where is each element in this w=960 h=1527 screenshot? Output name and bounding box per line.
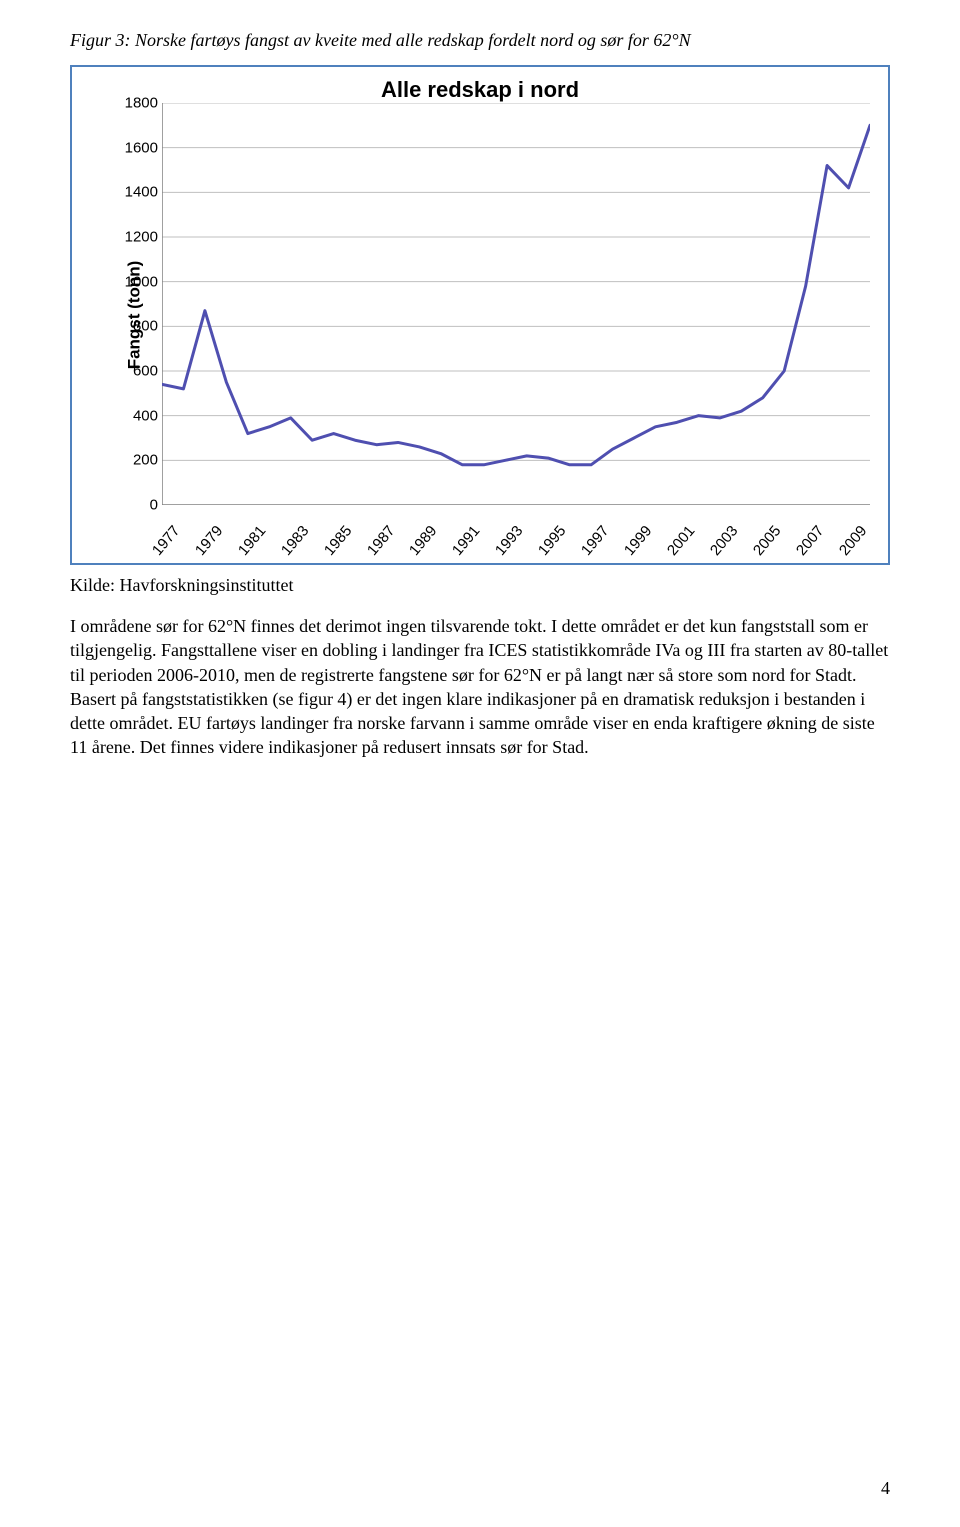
x-tick-label: 2001 <box>664 523 698 559</box>
y-tick-label: 800 <box>116 318 158 335</box>
chart-frame: Alle redskap i nord Fangst (tonn) 020040… <box>70 65 890 565</box>
x-tick-label: 1985 <box>321 523 355 559</box>
x-tick-label: 1995 <box>535 523 569 559</box>
chart-title: Alle redskap i nord <box>84 77 876 103</box>
y-tick-label: 1400 <box>116 184 158 201</box>
x-tick-label: 1991 <box>449 523 483 559</box>
x-tick-label: 1993 <box>492 523 526 559</box>
x-tick-label: 2005 <box>750 523 784 559</box>
y-tick-label: 1600 <box>116 139 158 156</box>
x-tick-label: 1999 <box>621 523 655 559</box>
x-tick-label: 2007 <box>793 523 827 559</box>
x-ticks: 1977197919811983198519871989199119931995… <box>162 509 870 559</box>
chart-svg <box>162 103 870 505</box>
x-tick-label: 2009 <box>836 523 870 559</box>
figure-caption: Figur 3: Norske fartøys fangst av kveite… <box>70 30 890 51</box>
y-ticks: 020040060080010001200140016001800 <box>116 103 158 505</box>
y-tick-label: 0 <box>116 497 158 514</box>
y-tick-label: 1800 <box>116 95 158 112</box>
source-name: Havforskningsinstituttet <box>120 575 294 595</box>
page: Figur 3: Norske fartøys fangst av kveite… <box>0 0 960 1527</box>
x-tick-label: 1977 <box>149 523 183 559</box>
x-tick-label: 1981 <box>235 523 269 559</box>
y-tick-label: 600 <box>116 362 158 379</box>
x-tick-label: 2003 <box>707 523 741 559</box>
y-tick-label: 1200 <box>116 228 158 245</box>
y-tick-label: 200 <box>116 452 158 469</box>
page-number: 4 <box>881 1478 890 1499</box>
x-tick-label: 1987 <box>364 523 398 559</box>
y-tick-label: 1000 <box>116 273 158 290</box>
x-tick-label: 1983 <box>278 523 312 559</box>
plot-area <box>162 103 870 505</box>
source-line: Kilde: Havforskningsinstituttet <box>70 575 890 596</box>
x-tick-label: 1997 <box>578 523 612 559</box>
x-tick-label: 1989 <box>406 523 440 559</box>
body-paragraph: I områdene sør for 62°N finnes det derim… <box>70 614 890 760</box>
x-tick-label: 1979 <box>192 523 226 559</box>
y-tick-label: 400 <box>116 407 158 424</box>
source-prefix: Kilde: <box>70 575 120 595</box>
